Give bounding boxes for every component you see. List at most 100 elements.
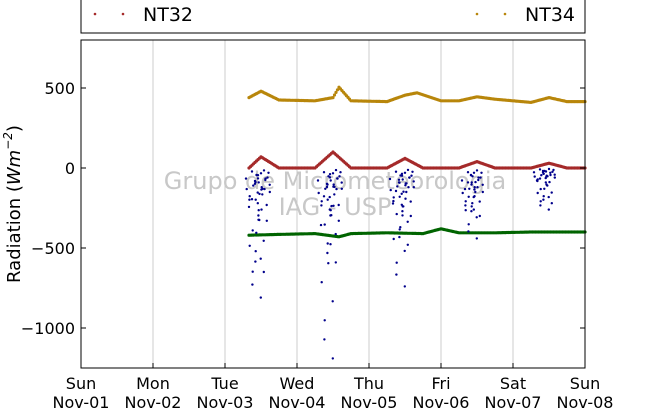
data-point: [325, 185, 329, 189]
data-point: [256, 202, 259, 205]
data-point: [395, 261, 398, 264]
data-point: [533, 175, 536, 178]
series-unlabeled-2: [247, 227, 587, 239]
data-point: [259, 296, 262, 299]
data-point: [464, 209, 467, 212]
watermark-line-2: IAG - USP: [279, 193, 392, 221]
data-point: [320, 200, 323, 203]
data-point: [316, 179, 320, 182]
data-point: [404, 197, 407, 200]
data-point: [340, 181, 343, 184]
data-point: [550, 202, 553, 205]
data-point: [403, 171, 407, 174]
data-point: [332, 204, 335, 207]
data-point: [474, 190, 477, 194]
data-point: [327, 262, 330, 265]
data-point: [464, 200, 467, 203]
data-point: [251, 283, 254, 286]
data-point: [257, 209, 260, 212]
data-point: [469, 174, 473, 177]
data-point: [403, 249, 406, 253]
legend: NT32 NT34: [80, 0, 586, 34]
data-point: [470, 183, 473, 186]
data-point: [406, 220, 409, 223]
data-point: [330, 204, 333, 208]
x-tick-date: Nov-02: [125, 393, 182, 409]
data-point: [326, 198, 329, 201]
data-point: [472, 171, 476, 174]
data-point: [474, 180, 477, 184]
data-point: [250, 198, 254, 201]
x-ticks: SunNov-01MonNov-02TueNov-03WedNov-04ThuN…: [53, 363, 613, 409]
y-tick-label: 500: [44, 79, 75, 98]
x-tick-weekday: Sun: [570, 374, 600, 393]
data-point: [254, 260, 257, 263]
legend-label-nt32: NT32: [143, 4, 193, 26]
data-point: [407, 186, 410, 189]
data-point: [389, 188, 392, 192]
data-point: [262, 169, 266, 172]
series-nt32: [247, 150, 587, 170]
data-point: [401, 214, 404, 217]
data-point: [409, 200, 412, 203]
x-tick-weekday: Wed: [280, 374, 315, 393]
data-point: [549, 173, 552, 177]
data-point: [245, 187, 248, 191]
data-point: [476, 186, 479, 189]
data-point: [547, 167, 551, 171]
data-point: [329, 243, 332, 246]
data-point: [252, 184, 255, 187]
x-tick-weekday: Thu: [353, 374, 384, 393]
data-point: [542, 195, 545, 198]
data-point: [467, 195, 470, 198]
data-point: [260, 188, 263, 191]
data-point: [260, 186, 263, 189]
data-point: [333, 193, 336, 196]
data-point: [412, 186, 415, 189]
data-point: [553, 176, 556, 179]
data-point: [257, 214, 260, 217]
legend-box: [80, 0, 586, 34]
plot-frame: [80, 39, 586, 369]
data-point: [317, 191, 320, 195]
x-tick-weekday: Sat: [500, 374, 526, 393]
x-tick-date: Nov-07: [485, 393, 542, 409]
data-point: [478, 214, 481, 218]
x-tick-weekday: Tue: [210, 374, 238, 393]
data-point: [392, 199, 395, 203]
data-point: [400, 174, 404, 177]
data-point: [255, 231, 258, 234]
data-point: [261, 193, 264, 196]
data-point: [250, 170, 254, 173]
x-tick-weekday: Fri: [431, 374, 450, 393]
grid-lines: [152, 40, 514, 368]
y-axis-label-exponent: −2: [1, 132, 15, 150]
data-point: [461, 191, 464, 195]
data-point: [323, 223, 326, 226]
data-point: [329, 179, 332, 182]
data-point: [248, 195, 251, 198]
data-point: [248, 198, 251, 201]
data-point: [331, 96, 335, 100]
data-point: [264, 178, 267, 182]
data-point: [542, 172, 545, 175]
data-point: [256, 177, 260, 180]
data-point: [328, 176, 332, 179]
data-point: [470, 210, 473, 213]
data-point: [331, 300, 334, 303]
series-unlabeled-3: [244, 167, 556, 360]
data-point: [475, 169, 479, 172]
data-point: [544, 181, 547, 184]
data-point: [338, 175, 341, 178]
data-point: [481, 190, 484, 194]
data-point: [544, 170, 548, 173]
data-point: [473, 195, 476, 198]
data-point: [325, 182, 329, 185]
data-point: [545, 175, 548, 178]
y-axis-label: Radiation (Wm−2): [1, 125, 25, 283]
x-tick-date: Nov-01: [53, 393, 110, 409]
data-point: [322, 171, 326, 174]
data-point: [265, 219, 268, 222]
data-point: [539, 200, 542, 203]
